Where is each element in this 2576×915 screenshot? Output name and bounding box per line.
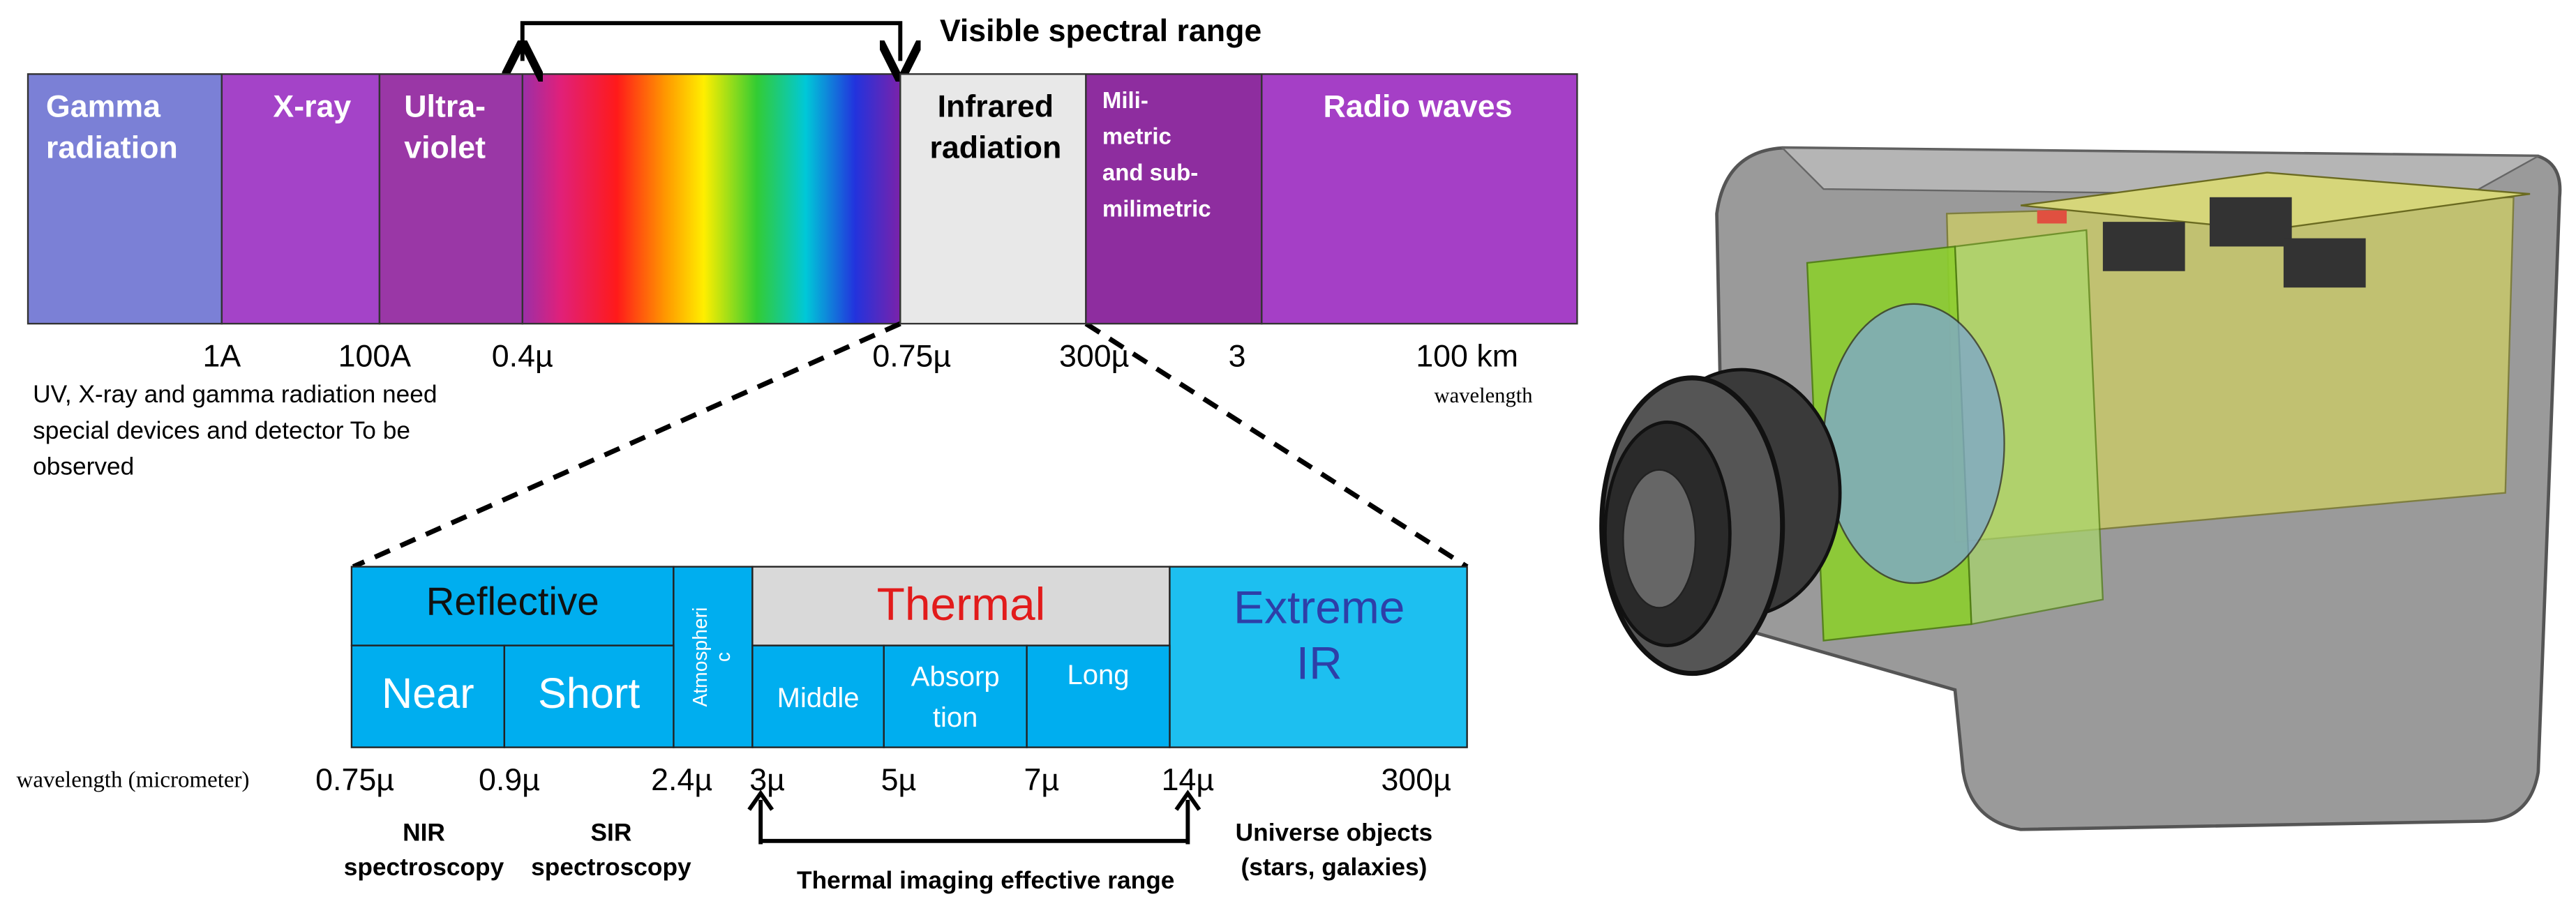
spectrum-band [1261,73,1578,325]
band-label: Gamma [46,89,161,123]
ir-subband [350,644,506,748]
scale-label: 300µ [1381,763,1451,797]
scale-label: 3 [1229,339,1246,373]
subband-label: Absorp [911,661,1000,692]
band-label: radiation [46,130,178,165]
ir-group [1169,566,1468,748]
spectrum-band [1085,73,1263,325]
use-label: spectroscopy [344,854,504,881]
scale-label: 0.9µ [479,763,540,797]
use-label: spectroscopy [531,854,691,881]
band-label: Mili- [1102,87,1148,113]
scale-label: 300µ [1059,339,1129,373]
use-label: (stars, galaxies) [1241,854,1428,881]
group-label: IR [1296,637,1342,689]
group-label: Reflective [426,580,599,623]
zoom-lines [352,321,1469,569]
band-label: X-ray [273,89,351,123]
visible-band [521,73,901,325]
subband-label: Short [538,670,640,717]
camera-illustration [1599,146,2562,831]
ir-group [673,566,754,748]
use-label: SIR [590,819,631,847]
axis-label: wavelength (micrometer) [17,768,250,793]
band-label: Radio waves [1324,89,1513,123]
band-label: metric [1102,123,1171,149]
subband-label: Long [1068,660,1130,690]
scale-label: 5µ [881,763,917,797]
group-label: c [712,652,734,662]
subband-label: Middle [777,683,860,713]
band-label: radiation [929,130,1061,165]
band-label: Infrared [938,89,1054,123]
arrow-heads [747,789,1201,811]
ir-subband [1026,644,1171,748]
ir-group [350,566,675,646]
subband-label: tion [933,702,978,733]
scale-label: 100 km [1416,339,1518,373]
scale-label: 0.4µ [492,339,553,373]
ir-group [751,566,1171,646]
note: UV, X-ray and gamma radiation need [33,381,437,408]
spectrum-band [899,73,1087,325]
scale-label: 100A [338,339,412,373]
scale-label: 14µ [1162,763,1215,797]
note: special devices and detector To be [33,417,410,444]
use-label: Universe objects [1236,819,1433,847]
spectrum-band [378,73,523,325]
visible-range-arrow [523,21,901,61]
use-label: Thermal imaging effective range [797,867,1174,894]
scale-label: 7µ [1024,763,1059,797]
scale-label: 2.4µ [651,763,712,797]
band-label: Ultra- [404,89,486,123]
group-label: Extreme [1234,582,1405,633]
ir-subband [503,644,675,748]
subband-label: Near [382,670,474,717]
use-label: NIR [403,819,445,847]
band-label: and sub- [1102,160,1198,186]
spectrum-band [27,73,223,325]
thermal-range-arrow [758,799,1190,845]
group-label: Thermal [877,578,1046,630]
group-label: Atmospheri [689,607,711,707]
axis-label: wavelength [1435,384,1533,407]
band-label: violet [404,130,486,165]
scale-label: 1A [203,339,241,373]
band-label: milimetric [1102,195,1211,221]
vertical-label: Atmospheri c [689,607,734,707]
scale-label: 0.75µ [315,763,394,797]
note: observed [33,453,134,481]
spectrum-band [220,73,381,325]
scale-label: 0.75µ [872,339,951,373]
title: Visible spectral range [940,14,1262,48]
scale-label: 3µ [749,763,785,797]
